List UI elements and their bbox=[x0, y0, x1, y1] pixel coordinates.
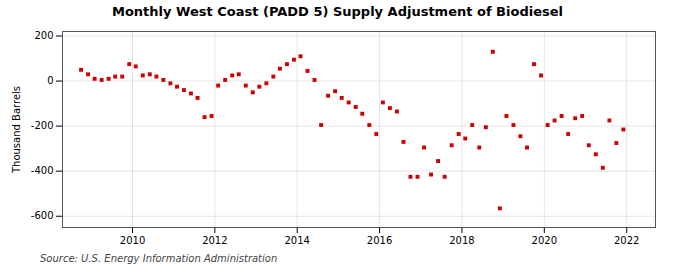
svg-text:2020: 2020 bbox=[532, 235, 557, 246]
svg-text:2018: 2018 bbox=[449, 235, 474, 246]
svg-text:2010: 2010 bbox=[120, 235, 145, 246]
svg-text:-400: -400 bbox=[31, 165, 54, 176]
svg-text:200: 200 bbox=[34, 30, 53, 41]
html-text:Monthly West Coast (PADD 5) Su: Monthly West Coast (PADD 5) Supply Adjus… bbox=[112, 4, 563, 19]
svg-text:-600: -600 bbox=[31, 210, 54, 221]
html-text:Source: U.S. Energy Informatio: Source: U.S. Energy Information Administ… bbox=[40, 253, 278, 264]
svg-text:2016: 2016 bbox=[367, 235, 392, 246]
svg-text:2022: 2022 bbox=[614, 235, 639, 246]
svg-text:-200: -200 bbox=[31, 120, 54, 131]
svg-text:2012: 2012 bbox=[202, 235, 227, 246]
svg-text:Thousand Barrels: Thousand Barrels bbox=[11, 86, 22, 174]
svg-text:2014: 2014 bbox=[285, 235, 310, 246]
svg-text:0: 0 bbox=[47, 75, 53, 86]
